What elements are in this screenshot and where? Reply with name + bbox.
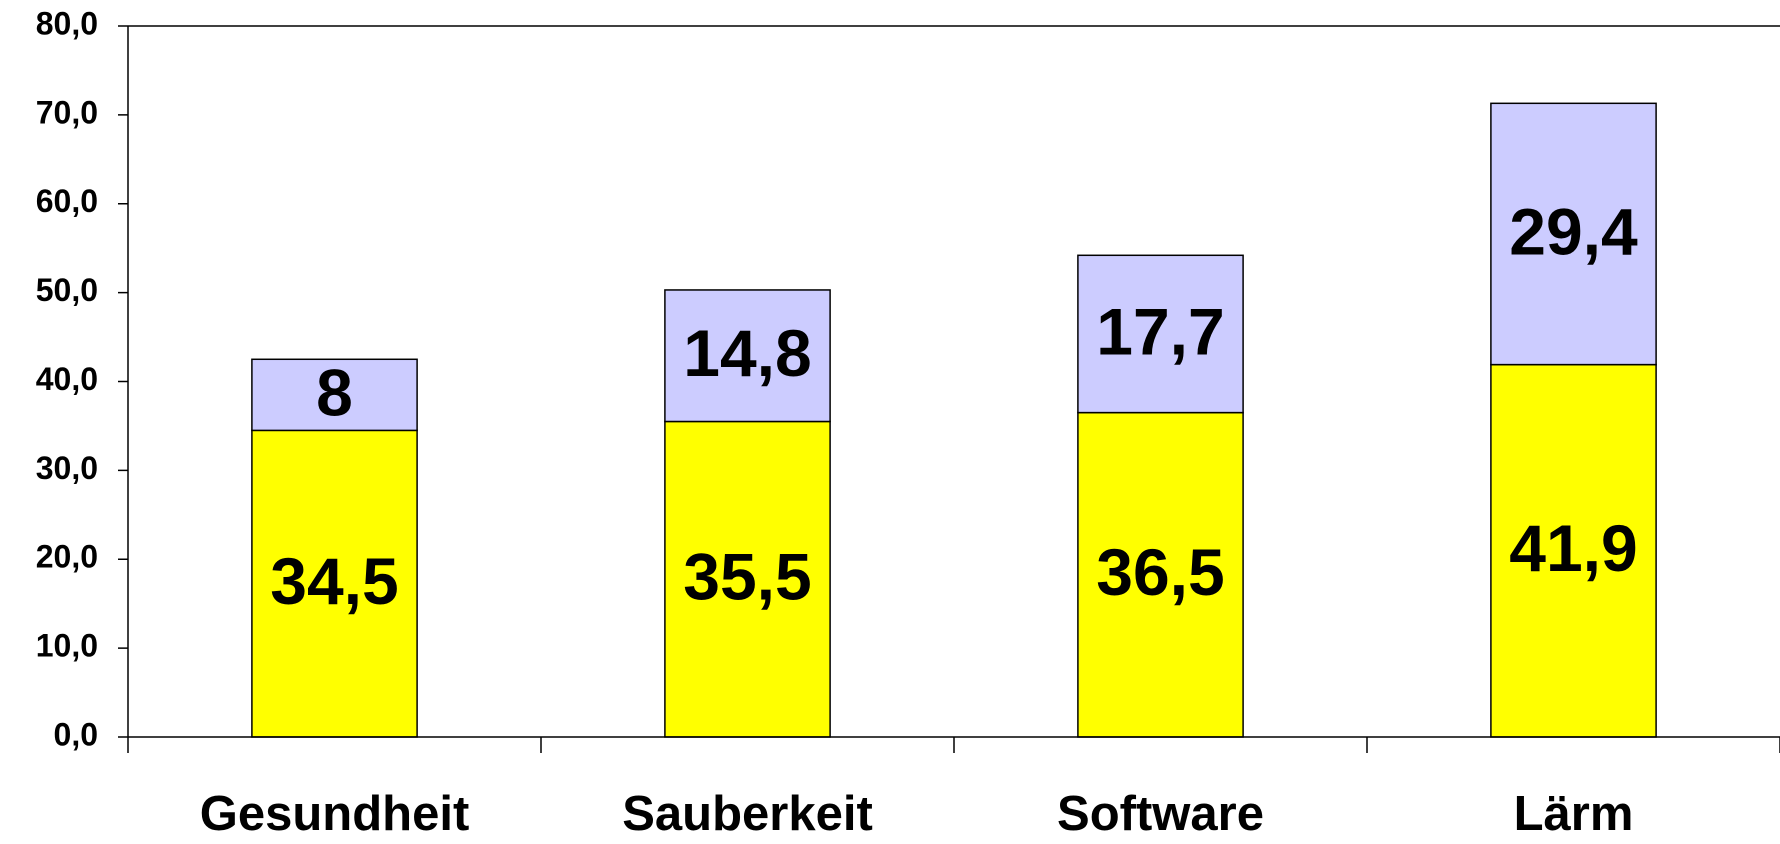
bar-segment — [251, 358, 418, 432]
data-label: 17,7 — [1096, 294, 1224, 368]
y-tick-label: 60,0 — [36, 183, 98, 219]
data-label: 34,5 — [270, 544, 398, 618]
bar-segment — [664, 420, 831, 738]
y-tick-label: 30,0 — [36, 450, 98, 486]
data-label: 8 — [316, 355, 353, 429]
y-tick-label: 70,0 — [36, 94, 98, 130]
y-tick-label: 40,0 — [36, 361, 98, 397]
bar-segment — [1077, 254, 1244, 414]
y-tick-label: 20,0 — [36, 539, 98, 575]
x-tick-label: Gesundheit — [200, 787, 470, 841]
bar-segment — [1077, 411, 1244, 738]
data-label: 29,4 — [1509, 194, 1638, 268]
data-label: 41,9 — [1509, 511, 1637, 585]
bar-segment — [1490, 102, 1657, 366]
data-label: 14,8 — [683, 316, 811, 390]
y-tick-label: 0,0 — [54, 716, 98, 752]
x-tick-label: Lärm — [1514, 787, 1634, 841]
x-tick-label: Sauberkeit — [622, 787, 873, 841]
bar-segment — [664, 289, 831, 423]
y-tick-label: 10,0 — [36, 628, 98, 664]
y-tick-label: 80,0 — [36, 5, 98, 41]
bar-segment — [251, 429, 418, 738]
data-label: 35,5 — [683, 540, 811, 614]
data-label: 36,5 — [1096, 535, 1224, 609]
y-tick-label: 50,0 — [36, 272, 98, 308]
x-tick-label: Software — [1057, 787, 1264, 841]
